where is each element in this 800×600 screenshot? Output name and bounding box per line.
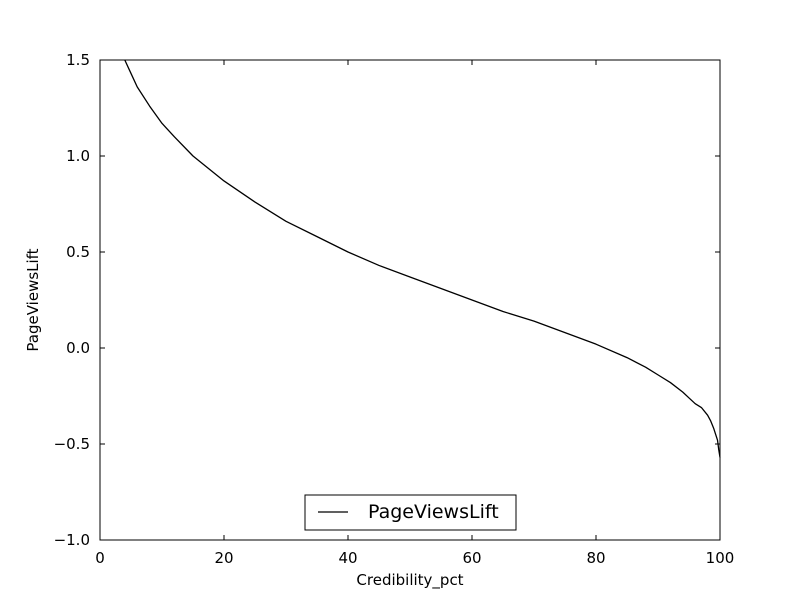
plot-frame [99,59,721,541]
y-tick-label: 1.0 [66,147,90,165]
x-axis-label: Credibility_pct [356,571,463,590]
legend-label: PageViewsLift [368,501,499,523]
x-tick-label: 100 [706,549,735,567]
series-line-0 [124,59,721,458]
y-tick-label: 0.5 [66,243,90,261]
x-tick-label: 80 [586,549,605,567]
y-tick-label: 0.0 [66,339,90,357]
x-tick-label: 0 [95,549,105,567]
y-tick-label: −1.0 [54,531,90,549]
x-tick-label: 20 [214,549,233,567]
plot-area [100,60,720,540]
y-tick-label: 1.5 [66,51,90,69]
x-tick-label: 40 [338,549,357,567]
y-axis-label: PageViewsLift [24,248,42,351]
y-tick-label: −0.5 [54,435,90,453]
x-tick-label: 60 [462,549,481,567]
legend: PageViewsLift [304,494,517,531]
